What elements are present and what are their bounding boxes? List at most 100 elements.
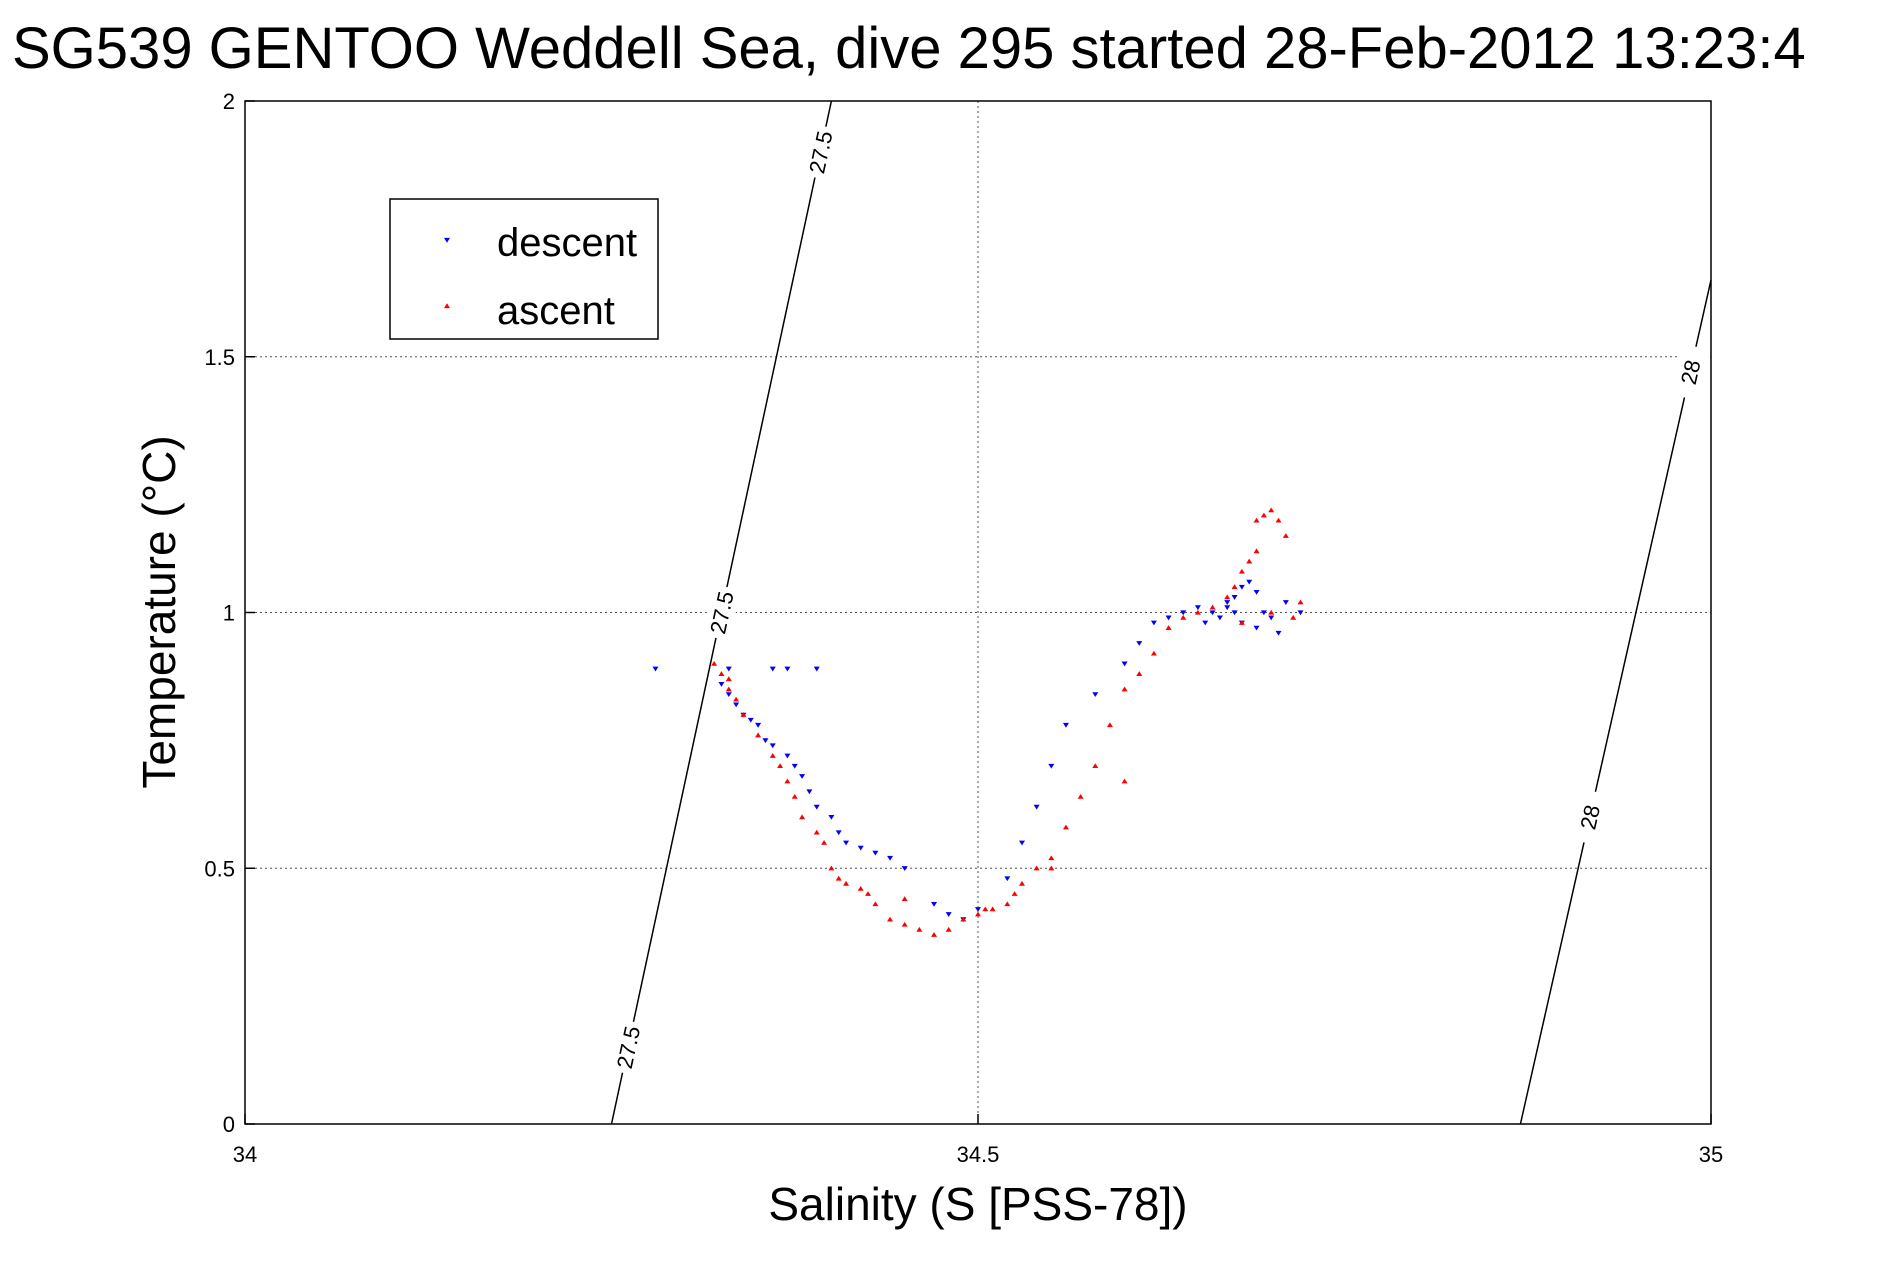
point-descent-19	[835, 830, 842, 836]
legend-label-descent: descent	[497, 221, 637, 265]
point-descent-2	[769, 666, 776, 672]
density-contour-1	[1519, 279, 1712, 1125]
point-ascent-53	[1275, 517, 1282, 523]
point-ascent-28	[989, 906, 996, 912]
point-ascent-60	[1048, 865, 1055, 871]
y-tick-label-2: 1	[223, 601, 235, 626]
point-ascent-49	[1253, 548, 1260, 554]
point-ascent-21	[901, 921, 908, 927]
point-ascent-52	[1268, 507, 1275, 513]
point-ascent-1	[718, 671, 725, 676]
point-descent-7	[733, 702, 740, 708]
point-ascent-12	[813, 829, 820, 835]
point-descent-16	[806, 789, 813, 795]
point-descent-46	[1238, 584, 1245, 590]
point-descent-53	[1253, 625, 1260, 631]
point-ascent-42	[1180, 614, 1187, 620]
point-ascent-3	[725, 686, 732, 692]
point-ascent-57	[1268, 609, 1275, 615]
point-descent-37	[1150, 620, 1157, 626]
legend-label-ascent: ascent	[497, 289, 615, 333]
point-ascent-13	[821, 839, 828, 845]
point-descent-44	[1224, 600, 1231, 605]
legend: descent ascent	[389, 198, 659, 340]
contour-label-bg-0-2	[801, 123, 840, 181]
point-ascent-16	[843, 880, 850, 886]
point-descent-14	[791, 763, 798, 769]
contour-label-bg-0-1	[702, 584, 741, 641]
contour-label-bg-0-0	[608, 1018, 648, 1076]
point-ascent-38	[1121, 686, 1128, 692]
point-descent-29	[1004, 876, 1011, 882]
point-ascent-15	[835, 875, 842, 881]
point-descent-48	[1253, 589, 1260, 595]
point-ascent-26	[975, 911, 981, 917]
point-descent-43	[1216, 615, 1223, 621]
contour-label-0-1: 27.5	[705, 589, 738, 636]
point-ascent-20	[887, 916, 894, 922]
point-ascent-18	[865, 891, 872, 896]
point-descent-18	[828, 815, 835, 820]
point-ascent-31	[1018, 880, 1025, 886]
point-ascent-47	[1238, 568, 1245, 574]
point-ascent-39	[1136, 671, 1143, 676]
data-points	[652, 507, 1304, 937]
point-ascent-9	[784, 778, 791, 784]
point-descent-41	[1202, 620, 1209, 626]
point-ascent-32	[1033, 865, 1040, 871]
point-descent-40	[1194, 605, 1201, 611]
point-ascent-19	[872, 901, 879, 907]
point-descent-26	[945, 912, 952, 917]
point-ascent-40	[1150, 650, 1157, 656]
point-descent-39	[1180, 610, 1187, 616]
point-descent-34	[1092, 692, 1099, 698]
point-descent-31	[1033, 804, 1040, 810]
point-descent-45	[1231, 595, 1238, 600]
point-descent-33	[1062, 722, 1069, 728]
contour-label-group-1-1: 28	[1670, 343, 1710, 401]
contour-label-bg-1-1	[1670, 343, 1710, 401]
point-descent-17	[813, 804, 820, 810]
point-ascent-48	[1246, 558, 1253, 564]
point-ascent-23	[931, 932, 938, 937]
point-ascent-8	[777, 763, 784, 769]
point-ascent-54	[1282, 533, 1289, 538]
point-ascent-46	[1231, 584, 1238, 590]
contour-label-0-0: 27.5	[612, 1024, 645, 1071]
y-axis-title: Temperature (°C)	[133, 435, 185, 788]
point-ascent-10	[791, 793, 798, 799]
point-ascent-27	[982, 906, 989, 912]
point-ascent-7	[769, 753, 776, 758]
point-descent-13	[784, 753, 791, 759]
point-descent-42	[1209, 610, 1216, 616]
point-ascent-0	[711, 660, 718, 666]
point-ascent-5	[740, 712, 747, 717]
contour-label-0-2: 27.5	[804, 129, 837, 176]
point-ascent-11	[799, 814, 806, 820]
point-ascent-17	[857, 886, 864, 891]
contour-label-bg-1-0	[1570, 788, 1610, 846]
point-descent-11	[762, 738, 769, 744]
contour-label-1-0: 28	[1575, 803, 1605, 832]
x-tick-label-2: 35	[1699, 1142, 1723, 1167]
point-ascent-2	[725, 676, 732, 682]
point-descent-50	[1268, 615, 1275, 621]
y-tick-label-1: 0.5	[204, 856, 235, 881]
legend-marker-shape-descent	[444, 237, 450, 243]
legend-marker-ascent	[444, 303, 450, 309]
point-ascent-56	[1290, 614, 1297, 620]
legend-box	[389, 198, 659, 340]
point-descent-6	[725, 692, 732, 698]
point-ascent-4	[733, 696, 740, 702]
x-axis-title: Salinity (S [PSS-78])	[768, 1178, 1187, 1230]
point-descent-57	[1297, 610, 1304, 616]
point-descent-22	[872, 850, 879, 856]
point-ascent-43	[1194, 609, 1201, 615]
point-ascent-44	[1209, 604, 1216, 610]
point-ascent-37	[1106, 722, 1113, 728]
point-descent-9	[747, 717, 754, 723]
point-ascent-59	[1121, 778, 1128, 784]
point-descent-49	[1260, 610, 1267, 616]
